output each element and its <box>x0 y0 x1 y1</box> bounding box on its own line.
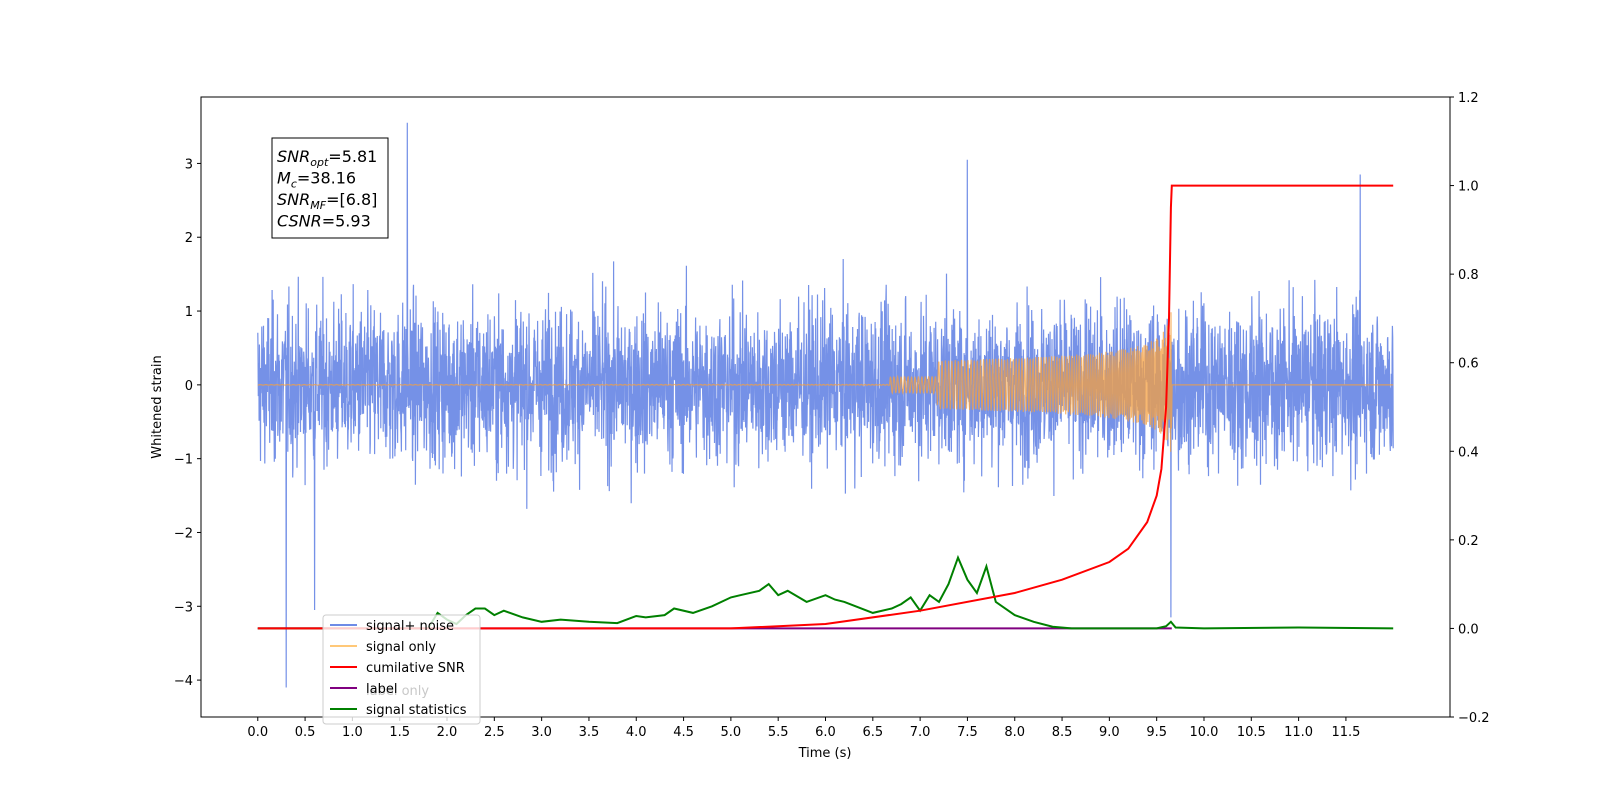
x-tick-label: 2.5 <box>484 725 505 740</box>
y-tick-label: −1 <box>174 453 193 468</box>
annotation-line: SNRMF=[6.8] <box>277 190 377 212</box>
legend: label only signal+ noise signal only cumil… <box>322 614 481 725</box>
x-tick-label: 10.5 <box>1237 725 1266 740</box>
y2-tick-label: −0.2 <box>1458 711 1490 726</box>
annotation-line: CSNR=5.93 <box>277 212 371 231</box>
x-tick-label: 5.0 <box>721 725 742 740</box>
y2-tick-label: 0.0 <box>1458 622 1479 637</box>
series-cumulative-snr <box>257 184 1394 630</box>
series-signal-noise <box>257 122 1394 688</box>
x-tick-label: 0.0 <box>247 725 268 740</box>
x-tick-label: 1.0 <box>342 725 363 740</box>
x-tick-label: 3.0 <box>531 725 552 740</box>
x-tick-label: 10.0 <box>1190 725 1219 740</box>
x-tick-label: 11.5 <box>1331 725 1360 740</box>
x-tick-label: 2.0 <box>437 725 458 740</box>
x-tick-label: 6.0 <box>815 725 836 740</box>
y-axis-right: 1.2 1.0 0.8 0.6 0.4 0.2 0.0 −0.2 <box>1450 91 1490 726</box>
x-tick-label: 1.5 <box>389 725 410 740</box>
x-tick-label: 6.5 <box>862 725 883 740</box>
x-tick-label: 9.0 <box>1099 725 1120 740</box>
legend-label: signal only <box>366 640 436 655</box>
y2-tick-label: 0.2 <box>1458 534 1479 549</box>
x-axis: 0.0 0.5 1.0 1.5 2.0 2.5 3.0 3.5 4.0 4.5 5.0 5.5 6.0 6… <box>247 717 1360 740</box>
legend-label: label <box>366 682 397 697</box>
annotation-line: Mc=38.16 <box>277 169 356 191</box>
x-tick-label: 7.5 <box>957 725 978 740</box>
legend-label: signal+ noise <box>366 619 454 634</box>
y2-tick-label: 0.8 <box>1458 268 1479 283</box>
x-tick-label: 3.5 <box>579 725 600 740</box>
legend-overlap-text: label only <box>366 684 429 699</box>
x-tick-label: 4.0 <box>626 725 647 740</box>
y-tick-label: 1 <box>185 305 193 320</box>
y-tick-label: −4 <box>174 674 193 689</box>
y-tick-label: 0 <box>185 379 193 394</box>
x-tick-label: 7.0 <box>910 725 931 740</box>
x-tick-label: 4.5 <box>673 725 694 740</box>
x-tick-label: 9.5 <box>1146 725 1167 740</box>
y-tick-label: 2 <box>185 231 193 246</box>
x-axis-title: Time (s) <box>798 746 852 761</box>
series-signal-statistics <box>257 554 1394 630</box>
y-tick-label: 3 <box>185 157 193 172</box>
y2-tick-label: 0.4 <box>1458 445 1479 460</box>
y2-tick-label: 1.2 <box>1458 91 1479 106</box>
legend-label: cumilative SNR <box>366 661 465 676</box>
y-tick-label: −3 <box>174 600 193 615</box>
y-tick-label: −2 <box>174 526 193 541</box>
annotation-line: SNRopt=5.81 <box>277 147 377 169</box>
x-tick-label: 8.0 <box>1004 725 1025 740</box>
legend-label: signal statistics <box>366 703 467 718</box>
series-signal-only <box>257 312 1394 452</box>
x-tick-label: 0.5 <box>295 725 316 740</box>
y-axis-title: Whitened strain <box>150 355 165 458</box>
y2-tick-label: 1.0 <box>1458 180 1479 195</box>
x-tick-label: 5.5 <box>768 725 789 740</box>
y2-tick-label: 0.6 <box>1458 357 1479 372</box>
x-tick-label: 8.5 <box>1052 725 1073 740</box>
y-axis-left: 3 2 1 0 −1 −2 −3 −4 <box>174 157 201 689</box>
x-tick-label: 11.0 <box>1284 725 1313 740</box>
